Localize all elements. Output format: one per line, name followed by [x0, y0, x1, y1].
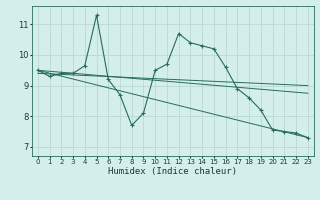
X-axis label: Humidex (Indice chaleur): Humidex (Indice chaleur) [108, 167, 237, 176]
